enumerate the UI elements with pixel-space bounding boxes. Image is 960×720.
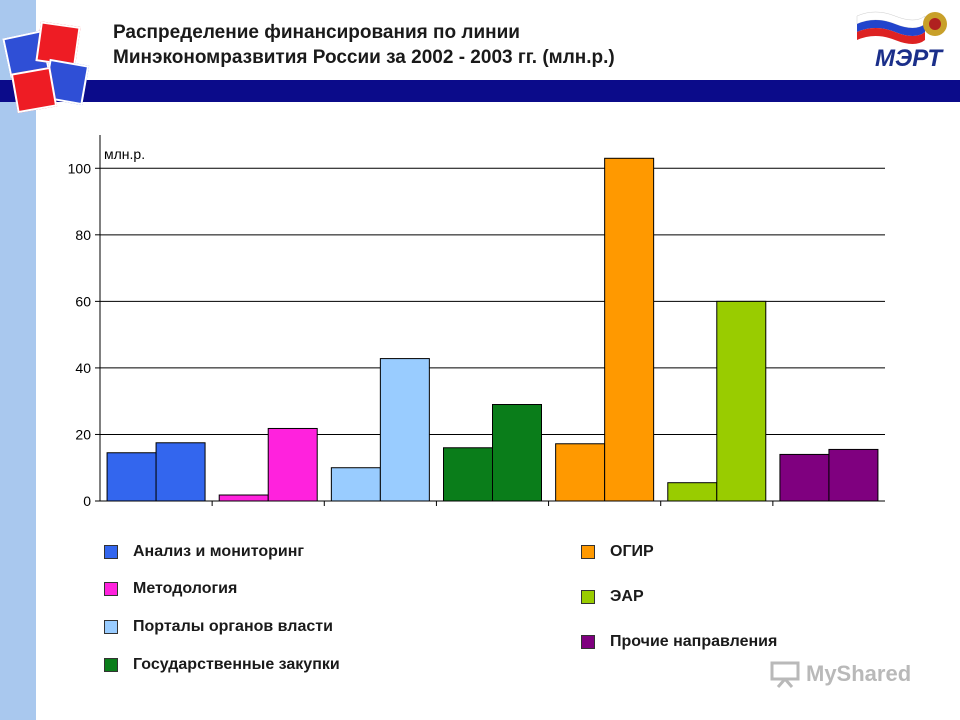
legend-label: Государственные закупки <box>133 656 340 673</box>
y-tick-label: 100 <box>68 160 92 176</box>
title-line-2: Минэкономразвития России за 2002 - 2003 … <box>113 47 615 68</box>
legend-label: ОГИР <box>610 543 654 560</box>
legend-swatch <box>581 545 595 559</box>
page-title: Распределение финансирования по линии Ми… <box>113 20 813 70</box>
bar <box>716 300 767 502</box>
bar <box>443 447 493 502</box>
y-axis-unit-label: млн.р. <box>104 146 145 162</box>
russian-flag-icon <box>856 11 926 44</box>
header-band <box>0 80 960 102</box>
y-tick-label: 40 <box>75 360 91 376</box>
bar <box>555 443 606 502</box>
legend-item-procurement: Государственные закупки <box>104 656 340 674</box>
legend-swatch <box>104 582 118 596</box>
legend-swatch <box>104 545 118 559</box>
legend-label: Прочие направления <box>610 633 778 650</box>
presentation-board-icon <box>770 661 800 688</box>
bar <box>379 358 430 502</box>
left-accent-stripe <box>0 0 36 720</box>
legend-label: Методология <box>133 580 238 597</box>
legend-swatch <box>581 590 595 604</box>
legend-swatch <box>104 620 118 634</box>
legend-label: ЭАР <box>610 588 644 605</box>
header-background <box>36 0 960 80</box>
legend-swatch <box>581 635 595 649</box>
legend-item-portals: Порталы органов власти <box>104 618 333 636</box>
bar <box>267 427 318 502</box>
decorative-squares-logo <box>0 18 95 114</box>
ministry-emblem-logo: МЭРТ <box>856 11 947 72</box>
bar <box>330 467 381 502</box>
watermark: MyShared <box>770 660 911 688</box>
bar <box>492 404 542 502</box>
legend-swatch <box>104 658 118 672</box>
bar <box>604 157 655 502</box>
legend-label: Анализ и мониторинг <box>133 543 305 560</box>
bar <box>155 442 206 502</box>
y-tick-label: 20 <box>75 426 91 442</box>
legend-item-methodology: Методология <box>104 580 237 598</box>
double-headed-eagle-icon <box>923 12 947 36</box>
legend-item-ear: ЭАР <box>581 588 644 606</box>
bar-chart: 0 20 40 60 80 100 млн.р. <box>68 135 885 509</box>
title-line-1: Распределение финансирования по линии <box>113 22 520 43</box>
legend-item-other: Прочие направления <box>581 633 777 651</box>
bar <box>218 494 269 502</box>
bar <box>828 448 879 502</box>
legend-item-analysis: Анализ и мониторинг <box>104 543 304 561</box>
bar <box>779 453 830 502</box>
y-tick-label: 0 <box>83 493 91 509</box>
y-tick-label: 80 <box>75 227 91 243</box>
watermark-text: MyShared <box>806 661 912 686</box>
legend-item-ogir: ОГИР <box>581 543 654 561</box>
legend-label: Порталы органов власти <box>133 618 333 635</box>
bar <box>106 452 157 502</box>
ministry-logo-text: МЭРТ <box>875 45 944 72</box>
y-tick-label: 60 <box>75 293 91 309</box>
logo-square-red <box>10 66 58 114</box>
bar <box>667 482 718 502</box>
